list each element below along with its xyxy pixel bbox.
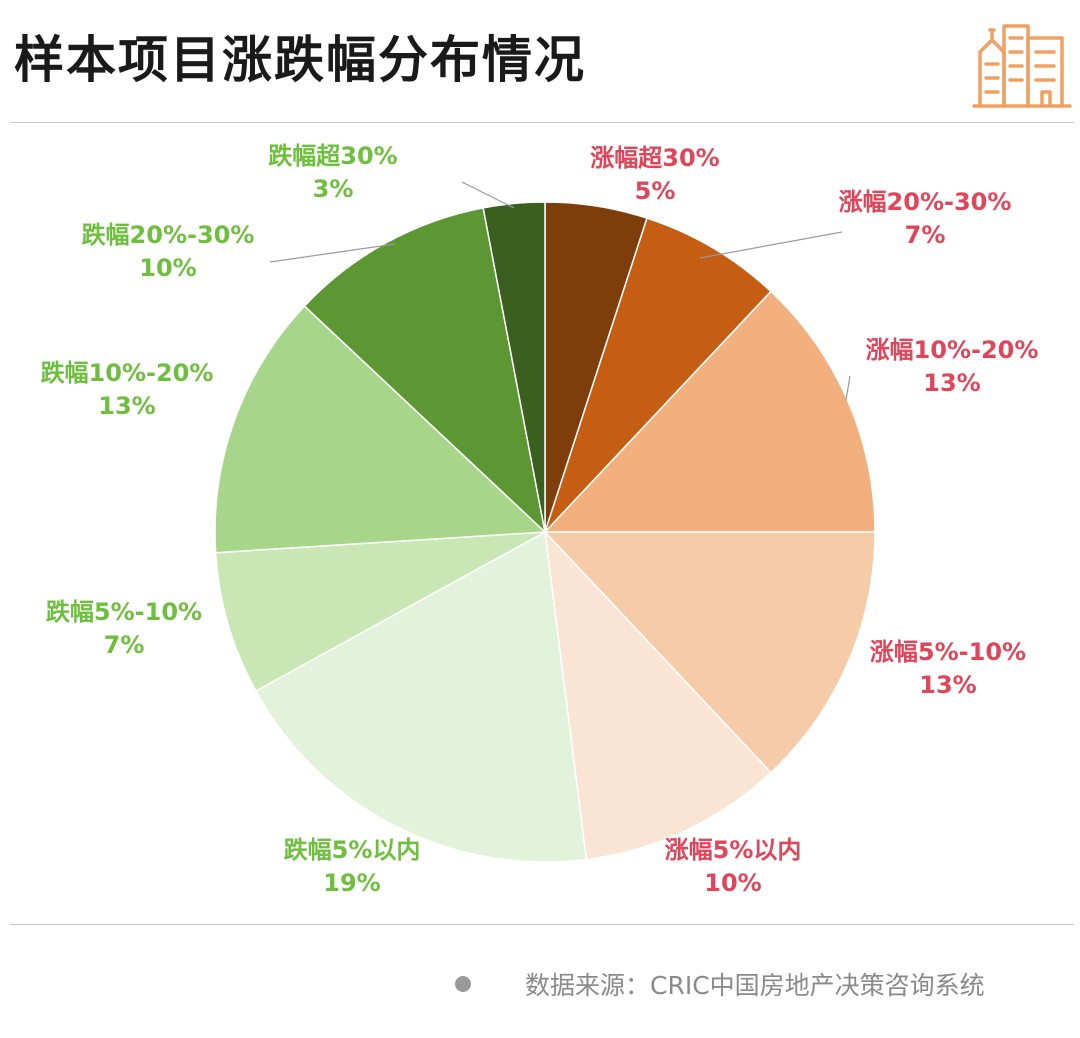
slice-value-label: 5%	[635, 177, 676, 205]
chart-title: 样本项目涨跌幅分布情况	[14, 31, 586, 89]
slice-value-label: 7%	[905, 221, 946, 249]
leader-line	[461, 181, 515, 209]
slice-value-label: 3%	[313, 175, 354, 203]
slice-label: 跌幅超30%	[268, 142, 397, 170]
slice-label: 跌幅10%-20%	[41, 359, 214, 387]
slice-value-label: 10%	[139, 254, 196, 282]
slice-label: 跌幅20%-30%	[82, 221, 255, 249]
slice-label: 涨幅20%-30%	[839, 188, 1012, 216]
pie-slice	[214, 305, 547, 554]
pie-slice	[214, 531, 546, 692]
pie-slice	[543, 531, 876, 774]
header-divider	[10, 122, 1074, 123]
leader-line	[699, 231, 843, 259]
pie-slice	[254, 530, 588, 863]
slice-label: 涨幅超30%	[590, 144, 719, 172]
slice-value-label: 19%	[323, 869, 380, 897]
slice-value-label: 10%	[704, 869, 761, 897]
bullet-dot-icon	[455, 976, 471, 992]
slice-label: 跌幅5%以内	[284, 836, 421, 864]
slice-value-label: 13%	[923, 369, 980, 397]
slice-value-label: 7%	[104, 631, 145, 659]
pie-slice	[303, 206, 547, 535]
pie-slice	[482, 201, 546, 533]
slice-value-label: 13%	[919, 671, 976, 699]
slice-value-label: 13%	[98, 392, 155, 420]
data-source: 数据来源：CRIC中国房地产决策咨询系统	[455, 962, 985, 1006]
pie-slice	[544, 217, 772, 533]
slice-label: 涨幅5%-10%	[870, 638, 1026, 666]
building-icon	[972, 24, 1072, 108]
slice-label: 涨幅10%-20%	[866, 336, 1039, 364]
leader-line	[845, 375, 851, 401]
pie-slice	[543, 529, 772, 861]
data-source-text: 数据来源：CRIC中国房地产决策咨询系统	[525, 971, 985, 1000]
slice-label: 跌幅5%-10%	[46, 598, 202, 626]
pie-slice	[543, 290, 876, 533]
leader-line	[269, 243, 396, 263]
slice-label: 涨幅5%以内	[665, 836, 802, 864]
footer-divider	[10, 924, 1074, 925]
